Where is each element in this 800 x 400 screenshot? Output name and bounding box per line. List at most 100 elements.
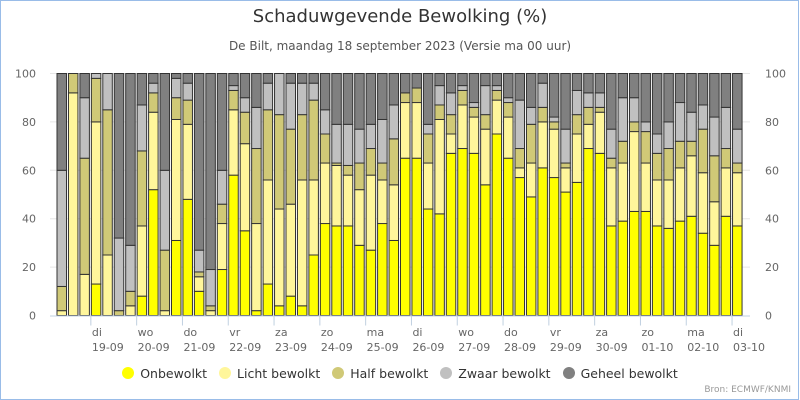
bar-segment-licht-bewolkt[interactable] (136, 225, 148, 297)
bar-segment-onbewolkt[interactable] (732, 225, 743, 317)
bar-segment-zwaar-bewolkt[interactable] (617, 97, 629, 142)
bar-segment-geheel-bewolkt[interactable] (503, 73, 514, 99)
bar-segment-zwaar-bewolkt[interactable] (491, 85, 503, 91)
bar-segment-half-bewolkt[interactable] (400, 92, 411, 104)
bar-stack[interactable] (319, 73, 331, 316)
bar-segment-half-bewolkt[interactable] (422, 133, 434, 164)
bar-stack[interactable] (457, 73, 468, 316)
bar-stack[interactable] (674, 73, 686, 316)
bar-segment-half-bewolkt[interactable] (365, 148, 377, 176)
legend-item-licht-bewolkt[interactable]: Licht bewolkt (219, 366, 320, 381)
bar-segment-zwaar-bewolkt[interactable] (308, 82, 319, 101)
bar-segment-zwaar-bewolkt[interactable] (171, 77, 182, 99)
bar-segment-zwaar-bewolkt[interactable] (296, 82, 308, 116)
bar-segment-onbewolkt[interactable] (594, 152, 606, 316)
bar-segment-onbewolkt[interactable] (571, 181, 583, 316)
bar-segment-onbewolkt[interactable] (720, 215, 732, 316)
bar-segment-geheel-bewolkt[interactable] (216, 73, 228, 171)
bar-segment-zwaar-bewolkt[interactable] (732, 128, 743, 164)
bar-segment-licht-bewolkt[interactable] (560, 167, 571, 193)
bar-stack[interactable] (537, 73, 548, 316)
bar-stack[interactable] (445, 73, 457, 316)
bar-segment-licht-bewolkt[interactable] (228, 109, 239, 176)
bar-segment-onbewolkt[interactable] (663, 227, 674, 317)
bar-segment-licht-bewolkt[interactable] (617, 162, 629, 222)
bar-segment-licht-bewolkt[interactable] (720, 167, 732, 217)
bar-segment-onbewolkt[interactable] (148, 189, 159, 316)
bar-segment-half-bewolkt[interactable] (445, 114, 457, 135)
bar-segment-zwaar-bewolkt[interactable] (251, 106, 262, 150)
bar-segment-onbewolkt[interactable] (239, 230, 251, 316)
bar-stack[interactable] (514, 73, 525, 316)
bar-segment-onbewolkt[interactable] (274, 305, 285, 317)
bar-segment-licht-bewolkt[interactable] (537, 121, 548, 169)
bar-stack[interactable] (56, 73, 67, 317)
bar-segment-geheel-bewolkt[interactable] (629, 73, 640, 99)
bar-segment-licht-bewolkt[interactable] (422, 162, 434, 210)
bar-stack[interactable] (90, 73, 102, 317)
bar-segment-licht-bewolkt[interactable] (491, 99, 503, 135)
bar-stack[interactable] (663, 73, 674, 317)
bar-segment-geheel-bewolkt[interactable] (400, 73, 411, 94)
bar-segment-geheel-bewolkt[interactable] (548, 73, 560, 118)
bar-segment-zwaar-bewolkt[interactable] (205, 269, 216, 307)
bar-stack[interactable] (400, 73, 411, 316)
bar-segment-half-bewolkt[interactable] (342, 164, 354, 176)
bar-segment-half-bewolkt[interactable] (686, 140, 697, 157)
bar-segment-half-bewolkt[interactable] (296, 114, 308, 181)
bar-segment-zwaar-bewolkt[interactable] (79, 97, 90, 159)
bar-segment-zwaar-bewolkt[interactable] (113, 237, 125, 312)
bar-segment-geheel-bewolkt[interactable] (251, 73, 262, 108)
bar-stack[interactable] (308, 73, 319, 316)
bar-segment-onbewolkt[interactable] (411, 157, 422, 316)
bar-segment-onbewolkt[interactable] (331, 225, 342, 317)
bar-segment-licht-bewolkt[interactable] (583, 123, 594, 150)
bar-segment-onbewolkt[interactable] (422, 208, 434, 317)
bar-segment-half-bewolkt[interactable] (136, 150, 148, 227)
bar-segment-onbewolkt[interactable] (182, 198, 193, 316)
bar-segment-half-bewolkt[interactable] (377, 162, 388, 181)
bar-segment-half-bewolkt[interactable] (262, 109, 274, 181)
bar-segment-geheel-bewolkt[interactable] (193, 73, 205, 251)
bar-stack[interactable] (125, 73, 136, 317)
bar-segment-onbewolkt[interactable] (388, 239, 400, 316)
bar-segment-licht-bewolkt[interactable] (274, 208, 285, 307)
bar-segment-geheel-bewolkt[interactable] (342, 73, 354, 125)
bar-segment-licht-bewolkt[interactable] (514, 167, 525, 179)
bar-stack[interactable] (548, 73, 560, 316)
bar-segment-zwaar-bewolkt[interactable] (125, 244, 136, 292)
bar-segment-half-bewolkt[interactable] (594, 106, 606, 113)
bar-segment-zwaar-bewolkt[interactable] (503, 97, 514, 104)
bar-stack[interactable] (571, 73, 583, 316)
bar-segment-onbewolkt[interactable] (674, 220, 686, 316)
bar-segment-onbewolkt[interactable] (296, 305, 308, 317)
bar-segment-onbewolkt[interactable] (319, 223, 331, 316)
bar-segment-half-bewolkt[interactable] (629, 121, 640, 133)
bar-segment-zwaar-bewolkt[interactable] (331, 123, 342, 164)
legend-item-half-bewolkt[interactable]: Half bewolkt (332, 366, 428, 381)
bar-stack[interactable] (732, 73, 743, 317)
bar-segment-zwaar-bewolkt[interactable] (216, 169, 228, 205)
bar-segment-licht-bewolkt[interactable] (354, 189, 365, 246)
bar-segment-half-bewolkt[interactable] (732, 162, 743, 174)
bar-segment-zwaar-bewolkt[interactable] (571, 89, 583, 116)
bar-segment-half-bewolkt[interactable] (491, 89, 503, 101)
bar-stack[interactable] (434, 73, 445, 316)
bar-stack[interactable] (697, 73, 709, 316)
bar-segment-licht-bewolkt[interactable] (697, 172, 709, 234)
bar-segment-geheel-bewolkt[interactable] (422, 73, 434, 125)
bar-segment-licht-bewolkt[interactable] (285, 203, 296, 297)
bar-segment-zwaar-bewolkt[interactable] (697, 104, 709, 130)
bar-segment-zwaar-bewolkt[interactable] (640, 121, 651, 133)
bar-segment-licht-bewolkt[interactable] (193, 276, 205, 292)
bar-segment-onbewolkt[interactable] (262, 283, 274, 317)
bar-segment-licht-bewolkt[interactable] (125, 305, 136, 317)
bar-stack[interactable] (594, 73, 606, 316)
bar-segment-onbewolkt[interactable] (445, 152, 457, 316)
bar-stack[interactable] (720, 73, 732, 316)
bar-segment-half-bewolkt[interactable] (319, 133, 331, 164)
bar-segment-onbewolkt[interactable] (251, 310, 262, 317)
bar-segment-half-bewolkt[interactable] (193, 271, 205, 278)
bar-segment-licht-bewolkt[interactable] (159, 310, 171, 317)
bar-segment-licht-bewolkt[interactable] (239, 143, 251, 232)
